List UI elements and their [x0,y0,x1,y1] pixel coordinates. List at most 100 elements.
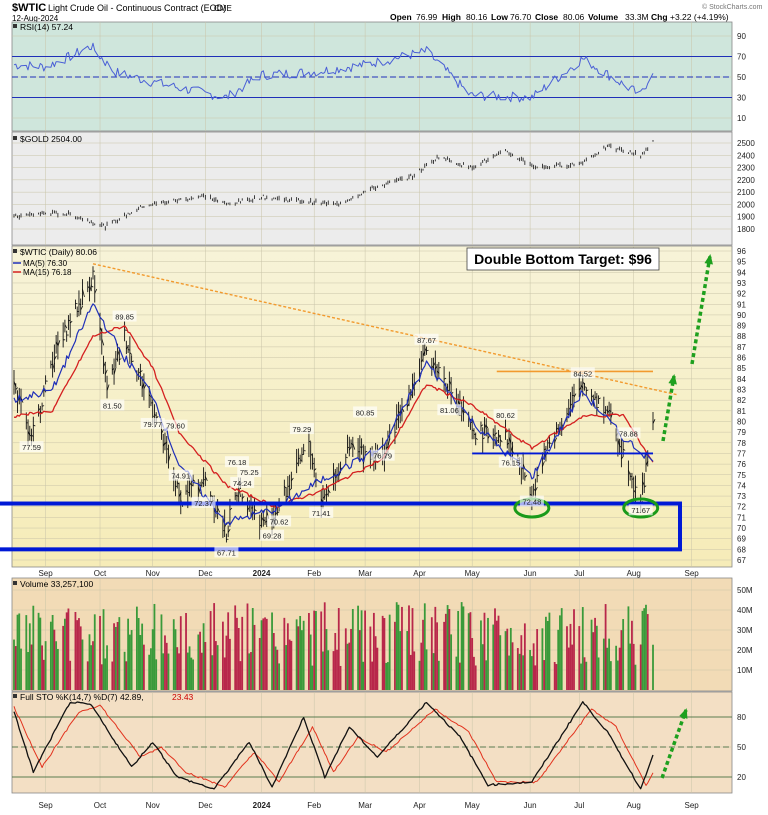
volume-bar [437,660,440,690]
gold-panel [11,131,733,246]
annotations [0,254,713,779]
volume-bar [315,611,317,690]
volume-bar [522,655,524,690]
price-label: 76.15 [501,459,520,468]
volume-bar [137,618,140,690]
price-bar-tick [598,397,601,400]
price-bar-tick [254,508,257,512]
price-tick-label: 70 [737,524,746,533]
volume-bar [311,665,314,690]
volume-bar [358,630,361,690]
volume-bar [571,644,574,690]
sto-title: Full STO %K(14,7) %D(7) 42.89, 23.43 [13,692,194,702]
rsi-tick-label: 90 [737,32,746,41]
sto-tick-label: 50 [737,743,746,752]
volume-bar [622,619,625,690]
volume-bar [69,660,72,690]
x-axis-label: Dec [198,801,212,810]
x-axis-label: Sep [685,801,700,810]
price-bar-tick [148,394,152,398]
volume-bar [153,603,156,690]
price-bar-tick [313,468,317,471]
price-label-bg [112,310,137,322]
volume-bar [236,617,238,690]
volume-bar [350,628,352,690]
rsi-line [13,42,654,103]
volume-bar [422,619,424,690]
support-box [0,501,682,552]
volume-bar [460,602,463,690]
volume-bar [385,662,388,690]
volume-bar [78,618,80,690]
volume-bar [55,641,58,690]
volume-bar [67,608,70,690]
volume-bar [53,629,56,690]
price-bar-tick [549,442,552,445]
price-label: 72.48 [522,498,541,507]
price-tick-label: 80 [737,417,746,426]
x-axis-label: Aug [627,569,641,578]
price-tick-label: 71 [737,513,746,522]
rsi-tick-label: 50 [737,73,746,82]
volume-bar [192,659,194,690]
price-bar-tick [308,440,312,443]
volume-bar [494,608,496,690]
volume-bar [234,605,237,690]
volume-bar [534,665,537,690]
volume-bar [448,609,451,690]
volume-bar [188,646,191,690]
volume-bar [299,615,302,690]
price-tick-label: 76 [737,460,746,469]
volume-bar [200,652,203,690]
volume-bar [332,651,335,690]
volume-bar [555,664,558,690]
price-bar-tick [224,522,228,528]
volume-bar [566,626,568,690]
price-tick-label: 67 [737,556,746,565]
price-label: 76.18 [228,458,247,467]
target-arrow-small-head [668,374,677,385]
price-bar-tick [327,489,331,494]
volume-bar [334,632,337,690]
volume-bar [652,644,654,690]
volume-bar [313,610,316,690]
price-title: $WTIC (Daily) 80.06 MA(5) 76.30 MA(15) 7… [13,247,97,277]
target-arrow-large-head [704,254,713,265]
volume-bar [214,641,217,690]
volume-bar [37,612,40,690]
gold-tick-label: 1800 [737,225,755,234]
price-bar-tick [69,320,73,324]
gold-tick-label: 2200 [737,176,755,185]
price-bar-tick [241,496,245,499]
price-tick-label: 94 [737,268,746,277]
volume-bar [530,656,533,690]
price-bar-tick [140,370,143,373]
x-axis-label: Apr [413,569,426,578]
price-label: 78.88 [619,429,638,438]
volume-bar [339,665,342,690]
chg-label: Chg [651,12,668,22]
volume-bar [99,615,101,690]
volume-title: Volume 33,257,100 [13,579,94,589]
volume-bar [176,647,179,690]
gold-swatch [13,136,17,140]
price-label: 76.79 [373,452,392,461]
price-label: 87.67 [417,336,436,345]
volume-bar [425,649,428,690]
volume-bar [30,644,33,690]
volume-bar [174,629,177,690]
volume-bar [113,623,115,690]
volume-bar [606,647,609,690]
volume-bar [371,661,374,690]
price-label: 75.25 [240,468,259,477]
price-label: 67.71 [217,548,236,557]
volume-bar [569,623,572,690]
rsi-title-text: RSI(14) 57.24 [20,22,73,32]
price-bar-tick [291,477,294,482]
price-tick-label: 77 [737,449,746,458]
sto-title-text: Full STO %K(14,7) %D(7) 42.89, [20,692,144,702]
price-bar-tick [91,285,94,288]
volume-bar [383,618,386,690]
volume-bar [111,661,114,690]
price-bar-tick [542,461,545,467]
